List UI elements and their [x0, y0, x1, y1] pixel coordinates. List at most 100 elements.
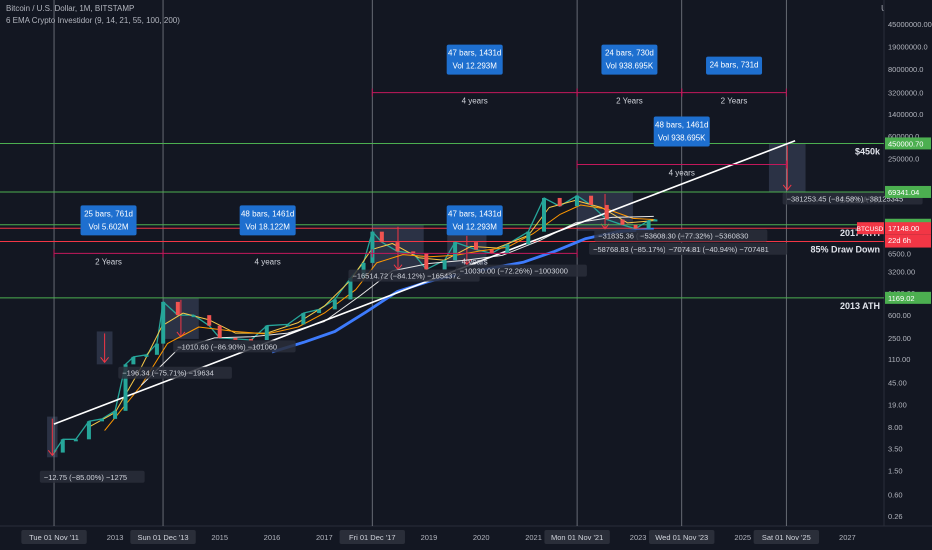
price-tag-label: 17148.00: [888, 224, 919, 233]
y-axis-tick-label: 0.26: [888, 512, 903, 521]
x-axis-date-tag: [649, 530, 715, 544]
range-measure-box: [653, 116, 710, 147]
x-axis-tick-label: Tue 01 Nov '11: [29, 533, 79, 542]
x-axis-tick-label: 2017: [316, 533, 333, 542]
y-axis-tick-label: 1.50: [888, 467, 903, 476]
price-candle: [542, 197, 546, 232]
price-candle: [557, 197, 562, 207]
drawdown-label: −53608.30 (−77.32%) −5360830: [640, 232, 748, 241]
price-tag-label: 69341.04: [888, 188, 919, 197]
y-axis-tick-label: 250000.0: [888, 155, 919, 164]
symbol-tag: [857, 222, 884, 235]
price-candle: [526, 231, 531, 245]
x-axis-tick-label: 2016: [264, 533, 281, 542]
drawdown-label-bg: [348, 269, 480, 282]
drawdown-label: −196.34 (−75.71%) −19634: [122, 369, 214, 378]
y-axis-panel: [884, 0, 932, 550]
x-axis-tick-label: Sat 01 Nov '25: [762, 533, 811, 542]
price-candle: [175, 301, 180, 316]
drawdown-label: −381253.45 (−84.58%) −38125345: [787, 194, 904, 203]
countdown-tag: [885, 234, 931, 247]
price-candle: [489, 249, 494, 254]
x-axis-tick-label: Wed 01 Nov '23: [655, 533, 708, 542]
y-axis-tick-label: 600000.0: [888, 132, 919, 141]
price-candle: [646, 220, 651, 229]
x-axis-tick-label: 2020: [473, 533, 490, 542]
y-axis-tick-label: 6500.0: [888, 249, 911, 258]
drawdown-label-bg: [173, 340, 296, 353]
price-candle: [332, 299, 337, 310]
series-trendline: [53, 139, 796, 425]
price-candle: [86, 421, 91, 440]
range-measure-box-top: 48 bars, 1461d: [241, 209, 294, 218]
y-axis-tick-label: 3200000.0: [888, 89, 923, 98]
range-measure-box: [706, 56, 763, 75]
drawdown-label-bg: [118, 366, 232, 379]
x-axis-tick-label: 2015: [211, 533, 228, 542]
series-price: [53, 195, 656, 453]
price-candle: [207, 315, 212, 326]
x-axis-tick-label: Sun 01 Dec '13: [138, 533, 189, 542]
range-measure-label: 2 Years: [95, 257, 122, 266]
indicator-legend: 6 EMA Crypto Investidor (9, 14, 21, 55, …: [6, 16, 180, 25]
x-axis-tick-label: 2023: [630, 533, 647, 542]
price-candle: [453, 242, 458, 261]
price-candle: [100, 418, 104, 422]
series-ema21: [104, 204, 654, 431]
price-candle: [131, 356, 136, 365]
x-axis-tick-label: Fri 01 Dec '17: [349, 533, 395, 542]
price-tag: [885, 291, 931, 304]
price-candle: [264, 325, 269, 341]
x-axis-date-tag: [544, 530, 610, 544]
x-axis-tick-label: 2019: [421, 533, 438, 542]
x-axis-date-tag: [130, 530, 196, 544]
x-axis-tick-label: 2027: [839, 533, 856, 542]
price-candle: [379, 231, 384, 243]
price-candle: [653, 219, 658, 222]
range-measure-box: [80, 205, 137, 236]
price-candle: [620, 219, 625, 225]
range-measure-box: [239, 205, 296, 236]
range-measure-box: [601, 44, 658, 75]
x-axis-tick-label: Mon 01 Nov '21: [551, 533, 603, 542]
range-measure-label: 4 years: [462, 257, 488, 266]
x-axis-tick-label: 2021: [525, 533, 542, 542]
y-axis-tick-label: 45.00: [888, 378, 907, 387]
drawdown-label: −7074.81 (−40.94%) −707481: [669, 245, 769, 254]
y-axis-tick-label: 8000000.0: [888, 65, 923, 74]
range-measure-box: [446, 205, 503, 236]
horizontal-level-label: 2013 ATH: [840, 301, 880, 311]
price-candle: [633, 224, 638, 229]
y-axis-tick-label: 19000000.0: [888, 42, 928, 51]
price-candle: [285, 324, 290, 327]
price-candle: [411, 251, 416, 254]
price-candle: [217, 325, 222, 338]
y-axis-tick-label: 45000000.00: [888, 20, 932, 29]
price-candle: [442, 260, 447, 270]
x-axis-tick-label: 2013: [107, 533, 124, 542]
drawdown-label: −1010.60 (−86.90%) −101060: [177, 342, 277, 351]
x-axis-date-tag: [339, 530, 405, 544]
range-measure-box-bottom: Vol 938.695K: [606, 62, 654, 71]
drawdown-label-bg: [664, 242, 788, 255]
price-candle: [249, 338, 254, 341]
price-tag: [885, 185, 931, 198]
drawdown-label-bg: [636, 229, 768, 242]
price-candle: [113, 410, 118, 419]
y-axis-tick-label: 19.00: [888, 401, 907, 410]
y-axis-tick-label: 3.50: [888, 445, 903, 454]
symbol-tag-label: BTCUSD: [857, 226, 884, 233]
drawdown-label: −12.75 (−85.00%) −1275: [44, 473, 127, 482]
range-measure-box-top: 48 bars, 1461d: [655, 120, 708, 129]
price-tag-label: 450000.70: [888, 139, 923, 148]
y-axis-tick-label: 1400000.0: [888, 110, 923, 119]
range-measure-label: 2 Years: [721, 97, 748, 106]
price-candle: [191, 315, 196, 318]
drawdown-arrow-head: [782, 184, 792, 191]
horizontal-level-label: $450k: [855, 146, 881, 156]
chart-symbol-title: Bitcoin / U.S. Dollar, 1M, BITSTAMP: [6, 4, 135, 13]
x-axis-date-tag: [753, 530, 820, 544]
price-candle: [123, 364, 128, 411]
price-candle: [574, 195, 579, 207]
